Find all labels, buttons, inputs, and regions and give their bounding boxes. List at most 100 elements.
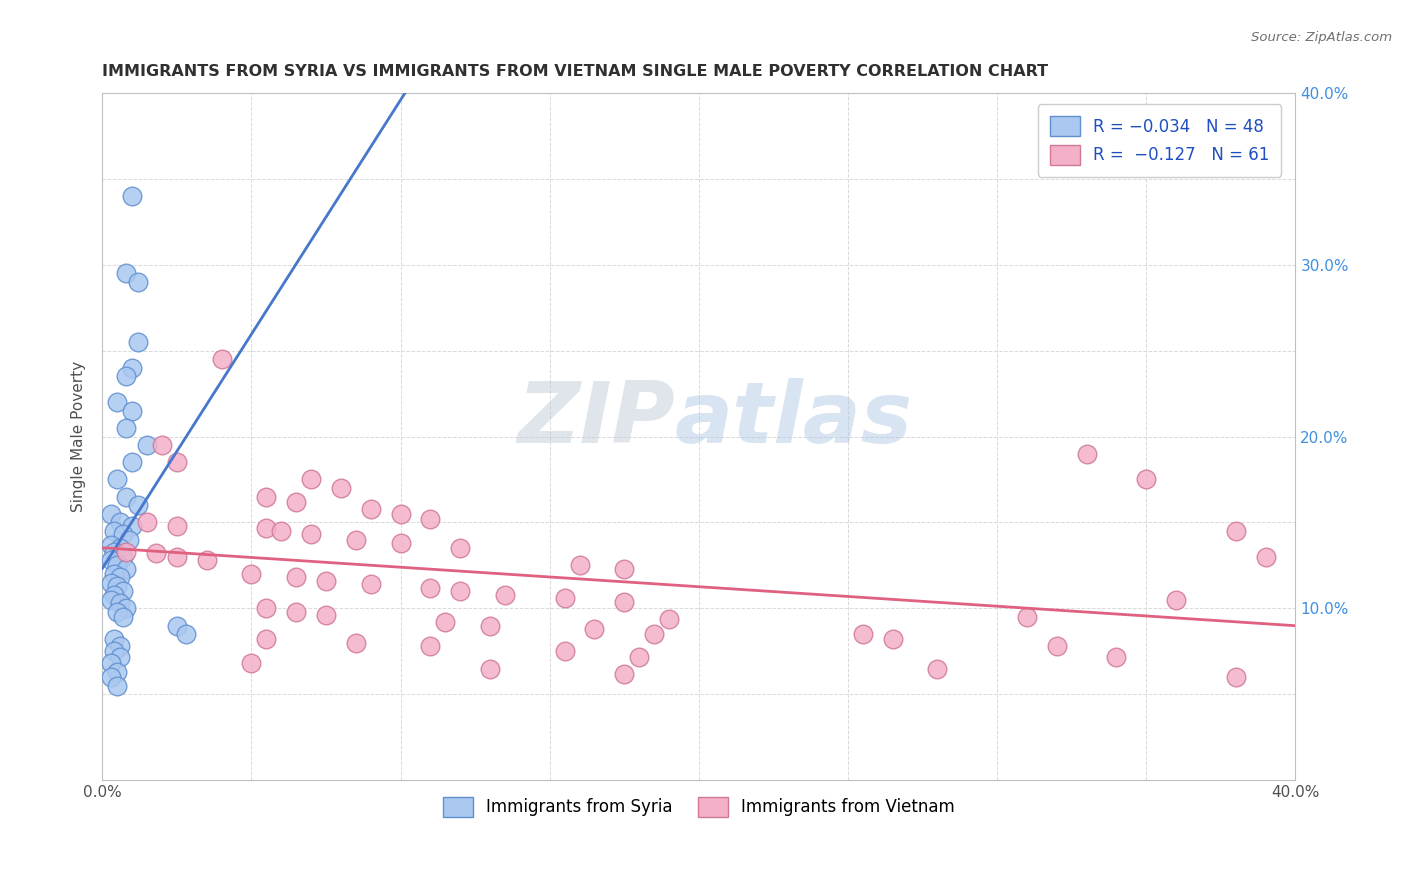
Point <box>254 632 277 647</box>
Point <box>166 455 188 469</box>
Point <box>211 352 233 367</box>
Point <box>105 395 128 409</box>
Point <box>389 507 412 521</box>
Point <box>121 519 143 533</box>
Point <box>105 605 128 619</box>
Point <box>628 649 651 664</box>
Point <box>389 536 412 550</box>
Point <box>1076 447 1098 461</box>
Point <box>166 549 188 564</box>
Point <box>115 562 138 576</box>
Point <box>927 662 949 676</box>
Point <box>115 369 138 384</box>
Point <box>1015 610 1038 624</box>
Point <box>419 639 441 653</box>
Point <box>240 567 263 582</box>
Point <box>254 601 277 615</box>
Point <box>166 618 188 632</box>
Y-axis label: Single Male Poverty: Single Male Poverty <box>72 361 86 512</box>
Point <box>360 501 382 516</box>
Point <box>115 490 138 504</box>
Point <box>145 546 167 560</box>
Point <box>100 670 122 684</box>
Point <box>449 584 471 599</box>
Text: ZIP: ZIP <box>517 378 675 461</box>
Point <box>299 473 322 487</box>
Point <box>852 627 875 641</box>
Point <box>568 558 591 573</box>
Point <box>112 610 135 624</box>
Point <box>103 644 125 658</box>
Text: Source: ZipAtlas.com: Source: ZipAtlas.com <box>1251 31 1392 45</box>
Point <box>344 636 367 650</box>
Point <box>285 605 308 619</box>
Point <box>315 608 337 623</box>
Text: atlas: atlas <box>675 378 912 461</box>
Point <box>254 490 277 504</box>
Text: IMMIGRANTS FROM SYRIA VS IMMIGRANTS FROM VIETNAM SINGLE MALE POVERTY CORRELATION: IMMIGRANTS FROM SYRIA VS IMMIGRANTS FROM… <box>103 64 1049 79</box>
Point <box>115 601 138 615</box>
Point <box>105 665 128 679</box>
Point <box>118 533 141 547</box>
Point <box>127 275 149 289</box>
Point <box>103 567 125 582</box>
Point <box>115 544 138 558</box>
Point <box>344 533 367 547</box>
Point <box>136 516 159 530</box>
Point <box>658 612 681 626</box>
Point <box>583 622 606 636</box>
Point <box>127 334 149 349</box>
Point <box>360 577 382 591</box>
Point <box>449 541 471 556</box>
Point <box>108 596 131 610</box>
Point <box>643 627 665 641</box>
Point <box>127 498 149 512</box>
Point <box>1254 549 1277 564</box>
Point <box>105 473 128 487</box>
Point <box>112 549 135 564</box>
Point <box>613 562 636 576</box>
Point <box>419 512 441 526</box>
Point <box>100 538 122 552</box>
Point <box>103 588 125 602</box>
Point <box>100 553 122 567</box>
Point <box>315 574 337 588</box>
Point <box>103 524 125 538</box>
Point <box>254 520 277 534</box>
Point <box>103 544 125 558</box>
Point <box>136 438 159 452</box>
Point <box>100 592 122 607</box>
Legend: Immigrants from Syria, Immigrants from Vietnam: Immigrants from Syria, Immigrants from V… <box>436 790 962 823</box>
Point <box>121 403 143 417</box>
Point <box>613 666 636 681</box>
Point <box>115 421 138 435</box>
Point <box>479 662 502 676</box>
Point <box>299 527 322 541</box>
Point <box>882 632 904 647</box>
Point <box>105 558 128 573</box>
Point <box>1105 649 1128 664</box>
Point <box>195 553 218 567</box>
Point <box>1046 639 1069 653</box>
Point <box>270 524 292 538</box>
Point <box>494 588 516 602</box>
Point <box>174 627 197 641</box>
Point <box>285 570 308 584</box>
Point <box>121 455 143 469</box>
Point <box>1225 670 1247 684</box>
Point <box>419 581 441 595</box>
Point <box>100 657 122 671</box>
Point <box>613 594 636 608</box>
Point <box>112 584 135 599</box>
Point <box>112 527 135 541</box>
Point <box>166 519 188 533</box>
Point <box>479 618 502 632</box>
Point <box>554 644 576 658</box>
Point <box>554 591 576 606</box>
Point <box>329 481 352 495</box>
Point <box>105 579 128 593</box>
Point <box>150 438 173 452</box>
Point <box>285 495 308 509</box>
Point <box>121 360 143 375</box>
Point <box>240 657 263 671</box>
